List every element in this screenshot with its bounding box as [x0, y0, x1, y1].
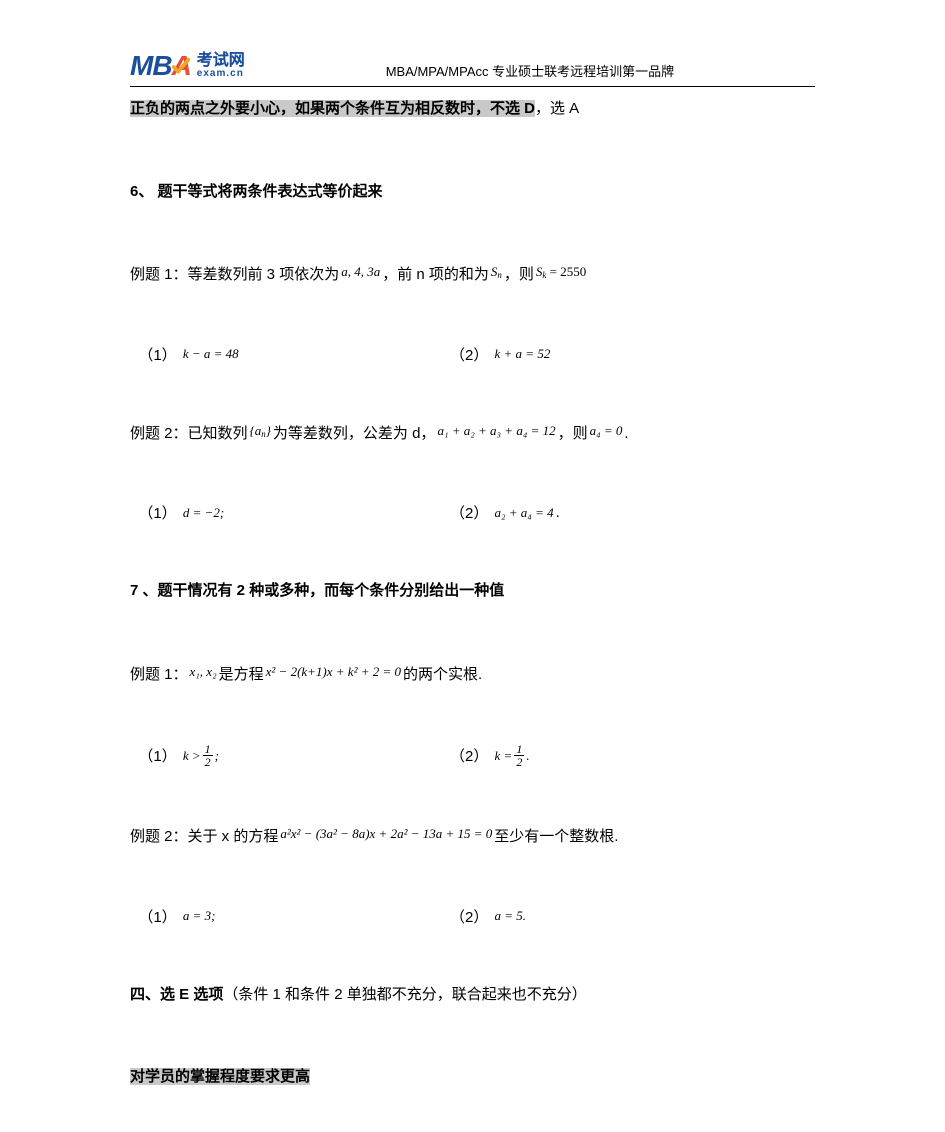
logo-cn-top: 考试网	[197, 53, 245, 69]
label: （2）	[450, 906, 488, 927]
math: a²x² − (3a² − 8a)x + 2a² − 13a + 15 = 0	[278, 826, 494, 841]
math: k > 12 ;	[181, 743, 221, 768]
highlight-text: 正负的两点之外要小心，如果两个条件互为相反数时，不选 D	[130, 100, 535, 117]
math: x₁, x₂	[188, 664, 219, 679]
math: a₄ = 0	[588, 423, 625, 438]
text: .	[624, 425, 628, 442]
math: a₁ + a₂ + a₃ + a₄ = 12	[435, 423, 557, 438]
header-subtitle: MBA/MPA/MPAcc 专业硕士联考远程培训第一品牌	[245, 61, 815, 82]
highlight-text: 对学员的掌握程度要求更高	[130, 1068, 310, 1085]
logo-letter: M	[130, 50, 152, 81]
conditions-row: （1） k > 12 ; （2） k = 12 .	[130, 743, 815, 768]
label: （1）	[138, 745, 176, 766]
condition-1: （1） a = 3;	[130, 906, 450, 927]
logo: MBA 考试网 exam.cn	[130, 50, 245, 82]
text: 例题 2：已知数列	[130, 425, 248, 442]
conditions-row: （1） d = −2; （2） a₂ + a₄ = 4.	[130, 502, 815, 523]
math: Sk = 2550	[534, 264, 588, 279]
page-header: MBA 考试网 exam.cn MBA/MPA/MPAcc 专业硕士联考远程培训…	[130, 50, 815, 87]
example-6-1: 例题 1：等差数列前 3 项依次为a, 4, 3a，前 n 项的和为Sn，则Sk…	[130, 260, 815, 290]
section-6-title: 6、 题干等式将两条件表达式等价起来	[130, 178, 815, 207]
math: a, 4, 3a	[339, 264, 382, 279]
intro-line: 正负的两点之外要小心，如果两个条件互为相反数时，不选 D，选 A	[130, 95, 815, 124]
fraction: 12	[203, 743, 213, 768]
section-7-title: 7 、题干情况有 2 种或多种，而每个条件分别给出一种值	[130, 577, 815, 606]
label: （1）	[138, 502, 176, 523]
text: .	[556, 504, 560, 521]
section-4: 四、选 E 选项（条件 1 和条件 2 单独都不充分，联合起来也不充分）	[130, 981, 815, 1010]
example-7-1: 例题 1：x₁, x₂是方程x² − 2(k+1)x + k² + 2 = 0的…	[130, 660, 815, 690]
label: （1）	[138, 344, 176, 365]
check-icon	[170, 56, 192, 78]
math: x² − 2(k+1)x + k² + 2 = 0	[264, 664, 403, 679]
math: k = 12 .	[493, 743, 532, 768]
logo-cn-bot: exam.cn	[197, 69, 245, 79]
text: 例题 1：等差数列前 3 项依次为	[130, 266, 339, 283]
label: （2）	[450, 344, 488, 365]
text: ，前 n 项的和为	[382, 266, 489, 283]
example-7-2: 例题 2：关于 x 的方程a²x² − (3a² − 8a)x + 2a² − …	[130, 822, 815, 852]
conditions-row: （1） k − a = 48 （2） k + a = 52	[130, 344, 815, 365]
text: 是方程	[219, 666, 264, 683]
text: 为等差数列，公差为 d，	[273, 425, 436, 442]
condition-1: （1） k > 12 ;	[130, 743, 450, 768]
logo-cn: 考试网 exam.cn	[197, 53, 245, 79]
text: ，则	[558, 425, 588, 442]
section-4-note: 对学员的掌握程度要求更高	[130, 1063, 815, 1092]
logo-letter: A	[172, 50, 191, 81]
math: Sn	[489, 264, 504, 279]
example-6-2: 例题 2：已知数列{an}为等差数列，公差为 d，a₁ + a₂ + a₃ + …	[130, 419, 815, 449]
section-4-title: 四、选 E 选项	[130, 986, 223, 1003]
condition-2: （2） a = 5.	[450, 906, 528, 927]
math: d = −2;	[181, 505, 226, 521]
condition-2: （2） k = 12 .	[450, 743, 532, 768]
condition-2: （2） k + a = 52	[450, 344, 552, 365]
label: （1）	[138, 906, 176, 927]
document-page: MBA 考试网 exam.cn MBA/MPA/MPAcc 专业硕士联考远程培训…	[0, 0, 945, 1132]
condition-1: （1） d = −2;	[130, 502, 450, 523]
math: a₂ + a₄ = 4	[493, 505, 556, 521]
text: ，则	[504, 266, 534, 283]
math: k + a = 52	[493, 346, 553, 362]
text: 的两个实根.	[403, 666, 482, 683]
section-4-paren: （条件 1 和条件 2 单独都不充分，联合起来也不充分）	[223, 986, 586, 1003]
text: 至少有一个整数根.	[494, 828, 618, 845]
condition-1: （1） k − a = 48	[130, 344, 450, 365]
intro-tail: ，选 A	[535, 100, 579, 117]
label: （2）	[450, 745, 488, 766]
math: a = 5.	[493, 908, 529, 924]
math: a = 3;	[181, 908, 218, 924]
math: k − a = 48	[181, 346, 241, 362]
text: 例题 2：关于 x 的方程	[130, 828, 278, 845]
label: （2）	[450, 502, 488, 523]
text: 例题 1：	[130, 666, 188, 683]
conditions-row: （1） a = 3; （2） a = 5.	[130, 906, 815, 927]
fraction: 12	[514, 743, 524, 768]
condition-2: （2） a₂ + a₄ = 4.	[450, 502, 560, 523]
math: {an}	[248, 423, 273, 438]
